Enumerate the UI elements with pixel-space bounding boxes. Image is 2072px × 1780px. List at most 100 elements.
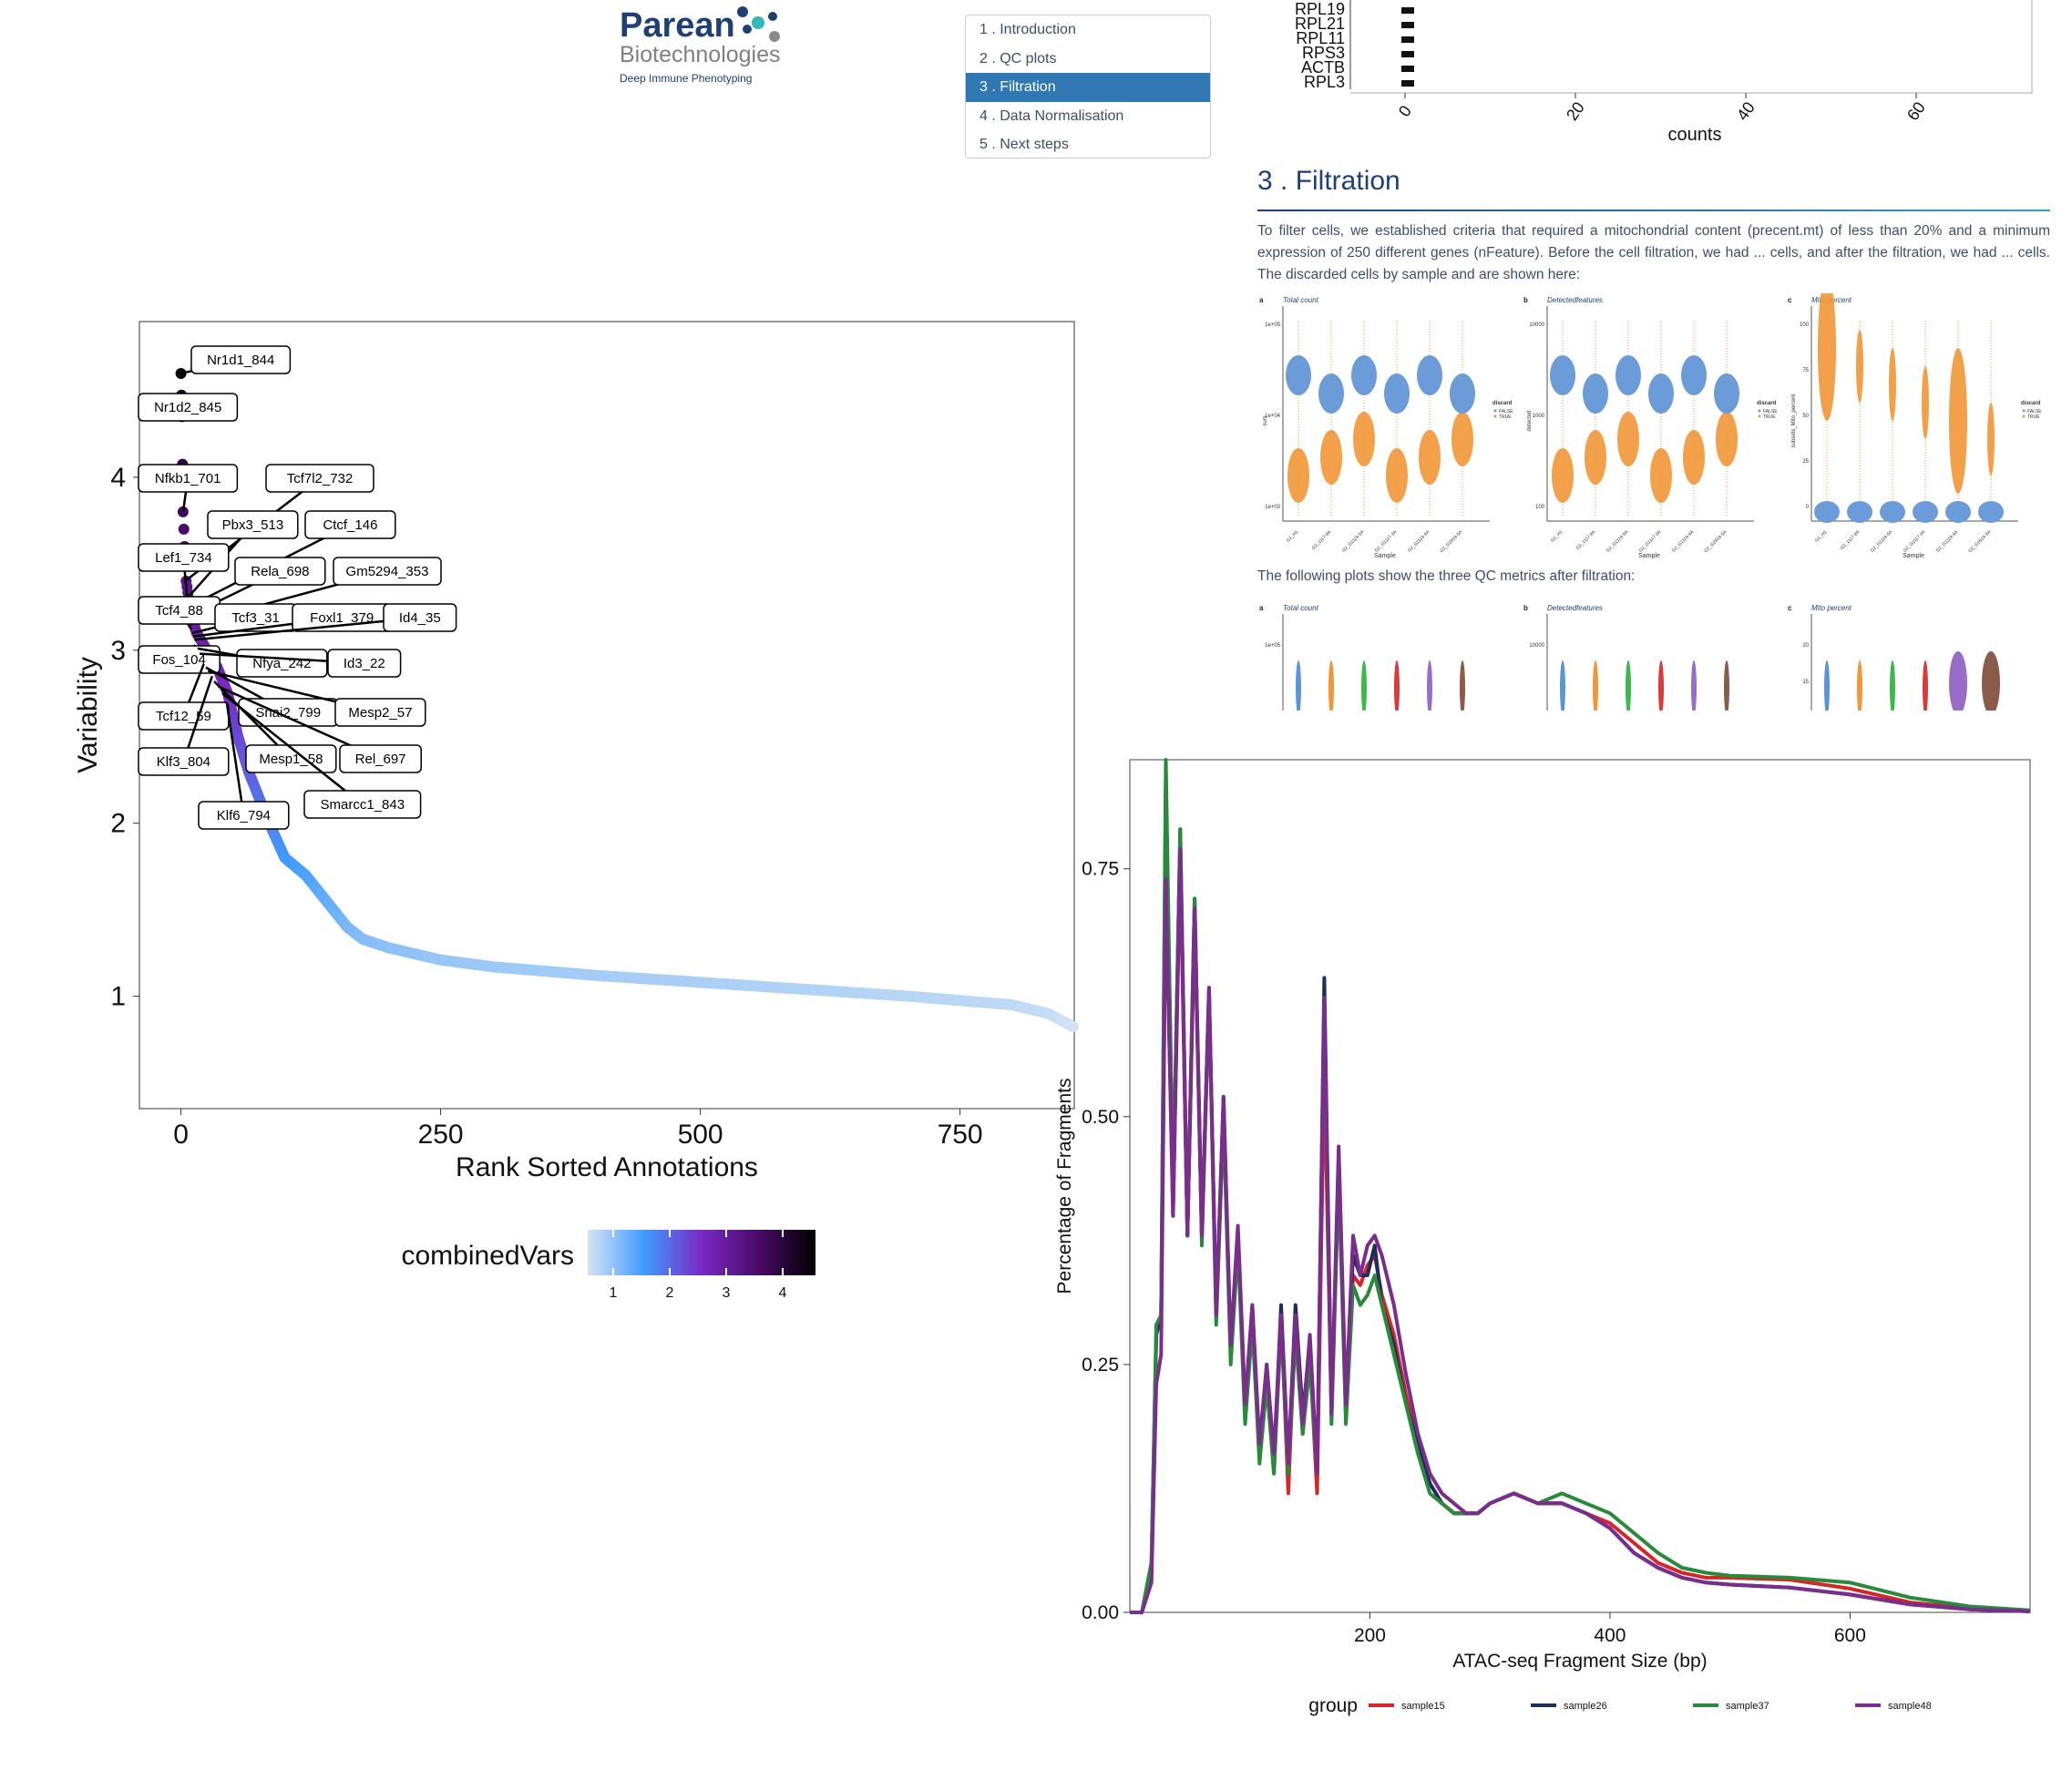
violin-after bbox=[1593, 660, 1598, 711]
axis-label: counts bbox=[1668, 125, 1722, 145]
violin-keep bbox=[1550, 355, 1575, 395]
toc-item-qc-plots[interactable]: 2 . QC plots bbox=[980, 50, 1057, 66]
panel-title: Total count bbox=[1283, 604, 1319, 612]
toc-item-introduction[interactable]: 1 . Introduction bbox=[980, 22, 1076, 37]
table-of-contents: 1 . Introduction 2 . QC plots 3 . Filtrati… bbox=[965, 15, 1211, 159]
label-box bbox=[333, 557, 442, 586]
sample-label: G2_1117-8A bbox=[1311, 529, 1333, 551]
label-box bbox=[138, 464, 239, 493]
panel-ytick: 20 bbox=[1802, 643, 1809, 649]
violin-discard bbox=[1856, 330, 1863, 403]
toc-item-filtration[interactable]: 3 . Filtration bbox=[966, 73, 1210, 102]
panel-title: Detectedfeatures bbox=[1547, 296, 1603, 304]
label-box bbox=[207, 510, 299, 539]
panel-ytick: 1e+03 bbox=[1265, 505, 1281, 510]
annotation-label: Tcf7l2_732 bbox=[287, 471, 354, 486]
violin-after bbox=[1982, 651, 2000, 711]
data-point bbox=[178, 523, 190, 535]
annotation-label: Rela_698 bbox=[251, 564, 309, 579]
logo-subtitle: Biotechnologies bbox=[620, 42, 781, 67]
legend-item: sample26 bbox=[1564, 1701, 1607, 1712]
label-box bbox=[339, 744, 422, 773]
violin-keep bbox=[1286, 355, 1311, 395]
gene-label: RPS3 bbox=[1302, 44, 1345, 62]
discard-legend-item: TRUE bbox=[1499, 414, 1512, 420]
atac-fragment-chart: 200 400 600 0.00 0.25 0.50 0.75 ATAC-seq Fragme… bbox=[1054, 758, 2031, 1716]
violin-discard bbox=[1949, 348, 1967, 494]
legend-item: sample37 bbox=[1726, 1701, 1769, 1712]
sample-axis-label: Sample bbox=[1903, 553, 1924, 559]
section-rule bbox=[1257, 210, 2050, 211]
logo-dot bbox=[769, 31, 780, 42]
violin-keep bbox=[1814, 501, 1840, 523]
annotation-label: Snai2_799 bbox=[255, 705, 321, 721]
sample-label: G2_1117-8A bbox=[1840, 529, 1862, 551]
violin-discard bbox=[1451, 412, 1473, 466]
annotation-label: Foxl1_379 bbox=[310, 610, 374, 626]
discard-legend-swatch bbox=[1758, 409, 1761, 413]
annotation-label: Rel_697 bbox=[355, 752, 406, 767]
sample-label: G2_G2619-5A bbox=[1703, 529, 1728, 555]
panel-letter: c bbox=[1788, 604, 1792, 612]
x-tick-label: 200 bbox=[1354, 1625, 1386, 1646]
company-logo: Parean Biotechnologies Deep Immune Pheno… bbox=[601, 0, 811, 91]
panel-ytick: 10000 bbox=[1529, 322, 1544, 328]
violin-after bbox=[1626, 660, 1631, 711]
data-point bbox=[177, 506, 189, 517]
panel-ytick: 50 bbox=[1802, 414, 1809, 419]
panel-ytick: 1e+05 bbox=[1265, 643, 1281, 649]
discard-legend-item: TRUE bbox=[1763, 414, 1776, 420]
panel-letter: a bbox=[1259, 604, 1264, 612]
panel-ytick: 15 bbox=[1802, 680, 1809, 685]
label-box bbox=[304, 510, 396, 539]
y-tick-label: 0.75 bbox=[1082, 859, 1119, 880]
legend-item: sample15 bbox=[1401, 1701, 1445, 1712]
violin-keep bbox=[1417, 355, 1442, 395]
panel-ytick: 25 bbox=[1802, 459, 1809, 465]
y-tick-label: 0.25 bbox=[1082, 1355, 1119, 1376]
panel-letter: a bbox=[1259, 296, 1264, 304]
discard-legend-swatch bbox=[1758, 414, 1761, 418]
logo-dot bbox=[737, 6, 748, 17]
violin-keep bbox=[1913, 501, 1938, 523]
variability-chart: 0 250 500 750 1 2 3 4 Rank Sorted Annotations Var… bbox=[73, 321, 1080, 1301]
discard-legend-item: FALSE bbox=[1763, 409, 1778, 414]
y-tick-label: 4 bbox=[110, 463, 126, 493]
violin-after bbox=[1724, 660, 1729, 711]
violin-after bbox=[1394, 660, 1400, 711]
y-tick-label: 1 bbox=[110, 982, 126, 1012]
violin-discard bbox=[1353, 412, 1375, 466]
violin-discard bbox=[1716, 412, 1738, 466]
label-leader bbox=[221, 692, 364, 805]
toc-item-next-steps[interactable]: 5 . Next steps bbox=[980, 137, 1069, 152]
violin-discard bbox=[1650, 448, 1672, 503]
sample-label: G2_G2619-5A bbox=[1439, 529, 1464, 555]
panel-title: Detectedfeatures bbox=[1547, 604, 1603, 612]
discard-legend-title: discard bbox=[1492, 401, 1513, 406]
data-point bbox=[175, 367, 187, 379]
violin-keep bbox=[1978, 501, 2004, 523]
x-tick-label: 600 bbox=[1834, 1625, 1866, 1646]
label-leader bbox=[194, 616, 420, 641]
panel-ytick: 0 bbox=[1806, 505, 1810, 510]
qc-before-panels: a Total count 1e+05 1e+04 1e+03 sum G1_H1 G2_11… bbox=[1259, 293, 2042, 559]
section-paragraph-after: The following plots show the three QC me… bbox=[1257, 568, 1636, 584]
violin-discard bbox=[1818, 293, 1836, 421]
toc-item-data-normalisation[interactable]: 4 . Data Normalisation bbox=[980, 107, 1124, 124]
panel-ytick: 1e+05 bbox=[1265, 322, 1281, 328]
panel-ytick: 1000 bbox=[1533, 414, 1545, 419]
violin-discard bbox=[1987, 403, 1995, 476]
violin-after bbox=[1658, 660, 1664, 711]
tick-label: 40 bbox=[1733, 98, 1759, 124]
annotation-label: Lef1_734 bbox=[155, 550, 212, 566]
violin-after bbox=[1296, 660, 1301, 711]
logo-graphic: Parean Biotechnologies Deep Immune Pheno… bbox=[620, 6, 781, 85]
tick-label: 20 bbox=[1563, 98, 1588, 124]
legend-tick-label: 4 bbox=[779, 1285, 787, 1301]
violin-after bbox=[1949, 651, 1967, 711]
discard-legend-title: discard bbox=[1757, 401, 1777, 406]
gene-count-mark bbox=[1401, 22, 1414, 28]
label-box bbox=[303, 790, 422, 819]
x-axis-label: ATAC-seq Fragment Size (bp) bbox=[1452, 1651, 1707, 1672]
violin-discard bbox=[1683, 430, 1705, 485]
